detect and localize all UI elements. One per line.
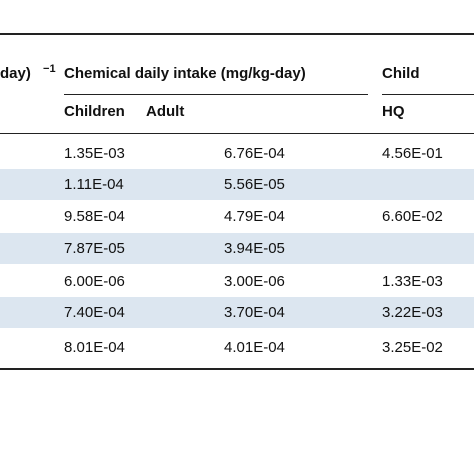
- cell-children: 7.40E-04: [64, 304, 125, 321]
- cell-adult: 6.76E-04: [224, 145, 285, 162]
- cell-adult: 4.79E-04: [224, 208, 285, 225]
- cell-child-hq: 4.56E-01: [382, 145, 443, 162]
- header-left-fragment: day) −1: [0, 60, 56, 88]
- header-bottom-rule: [0, 133, 474, 134]
- cell-adult: 4.01E-04: [224, 339, 285, 356]
- child-group-underline: [382, 94, 474, 95]
- header-child-group: Child: [382, 65, 420, 82]
- cell-children: 9.58E-04: [64, 208, 125, 225]
- cell-child-hq: 6.60E-02: [382, 208, 443, 225]
- cell-adult: 5.56E-05: [224, 176, 285, 193]
- table-row: 9.58E-04 4.79E-04 6.60E-02: [0, 201, 474, 232]
- cell-adult: 3.70E-04: [224, 304, 285, 321]
- cell-children: 7.87E-05: [64, 240, 125, 257]
- table-row: 7.87E-05 3.94E-05: [0, 233, 474, 264]
- cell-child-hq: 3.25E-02: [382, 339, 443, 356]
- cell-adult: 3.94E-05: [224, 240, 285, 257]
- header-superscript: −1: [43, 63, 56, 75]
- table-row: 6.00E-06 3.00E-06 1.33E-03: [0, 266, 474, 297]
- table-row: 1.11E-04 5.56E-05: [0, 169, 474, 200]
- cell-children: 8.01E-04: [64, 339, 125, 356]
- intake-group-underline: [64, 94, 368, 95]
- table-row: 7.40E-04 3.70E-04 3.22E-03: [0, 297, 474, 328]
- cell-adult: 3.00E-06: [224, 273, 285, 290]
- cell-child-hq: 1.33E-03: [382, 273, 443, 290]
- header-left-text: day): [0, 65, 31, 82]
- cell-children: 1.35E-03: [64, 145, 125, 162]
- header-adult: Adult: [146, 103, 185, 120]
- cell-child-hq: 3.22E-03: [382, 304, 443, 321]
- table-row: 1.35E-03 6.76E-04 4.56E-01: [0, 138, 474, 169]
- top-margin: [0, 0, 474, 33]
- cell-children: 1.11E-04: [64, 176, 124, 193]
- table-top-rule: [0, 33, 474, 35]
- table-row: 8.01E-04 4.01E-04 3.25E-02: [0, 332, 474, 363]
- header-intake-group: Chemical daily intake (mg/kg-day): [64, 65, 306, 82]
- cell-children: 6.00E-06: [64, 273, 125, 290]
- header-hq: HQ: [382, 103, 405, 120]
- table-bottom-rule: [0, 368, 474, 370]
- header-children: Children: [64, 103, 125, 120]
